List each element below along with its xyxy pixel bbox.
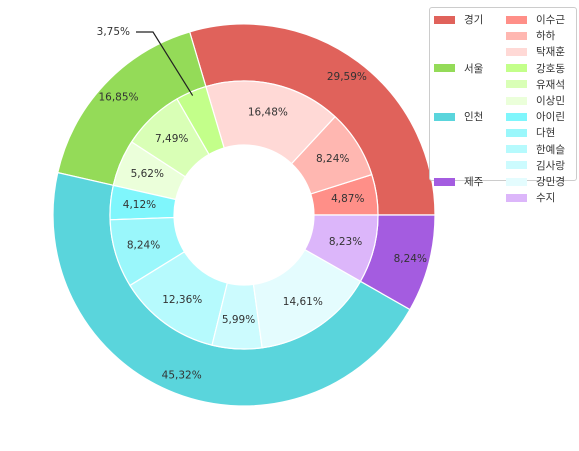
legend-inner-9: 한예슬	[506, 141, 565, 158]
legend-outer-4-swatch	[434, 177, 455, 186]
legend-inner-2-text: 하하	[536, 30, 556, 43]
legend-outer-4: 제주	[434, 173, 483, 190]
callout-line	[136, 31, 194, 96]
legend-inner-8-text: 다현	[536, 127, 556, 140]
legend-inner-5-text: 유재석	[536, 78, 565, 91]
outer-label-2: 16,85%	[98, 91, 138, 103]
inner-label-3: 16,48%	[248, 107, 288, 119]
inner-label-1: 4,87%	[331, 193, 364, 205]
percent-labels: 29,59% 16,85% 45,32% 8,24% 4,87% 8,24% 16,48% 7…	[97, 26, 427, 381]
legend-inner-8: 다현	[506, 124, 555, 141]
legend-inner-12: 수지	[506, 189, 555, 206]
legend-inner-11-text: 강민경	[536, 176, 565, 188]
legend-inner-3-swatch	[506, 47, 527, 56]
outer-label-4: 8,24%	[394, 253, 427, 265]
legend-inner-9-text: 한예슬	[536, 143, 565, 156]
legend-inner-1: 이수근	[506, 11, 565, 28]
inner-label-10: 5,99%	[222, 314, 255, 326]
inner-label-5: 7,49%	[155, 133, 188, 145]
inner-label-12: 8,23%	[329, 236, 362, 248]
legend-inner-5-swatch	[506, 80, 527, 89]
legend-outer-2: 서울	[434, 60, 483, 77]
legend-inner-2-swatch	[506, 31, 527, 40]
legend-inner-8-swatch	[506, 128, 527, 137]
legend-outer-4-text: 제주	[464, 176, 484, 188]
legend-inner-6-swatch	[506, 96, 527, 105]
legend-inner-11: 강민경	[506, 173, 565, 190]
legend-inner-3-text: 탁재훈	[536, 46, 565, 59]
legend-inner-7: 아이린	[506, 108, 565, 125]
outer-label-1: 29,59%	[327, 71, 367, 83]
legend-inner-10-swatch	[506, 161, 527, 170]
legend-outer-2-text: 서울	[464, 62, 484, 75]
legend-inner-10-text: 김사랑	[536, 159, 565, 172]
legend-inner-7-swatch	[506, 112, 527, 121]
inner-label-7: 4,12%	[123, 199, 156, 211]
inner-label-6: 5,62%	[131, 168, 164, 180]
legend-outer-3: 인천	[434, 108, 483, 125]
legend-outer-2-swatch	[434, 64, 455, 73]
legend-inner-12-swatch	[506, 193, 527, 202]
outer-label-3: 45,32%	[162, 369, 202, 381]
inner-label-2: 8,24%	[316, 153, 349, 165]
legend-inner-1-swatch	[506, 15, 527, 24]
legend-outer-3-text: 인천	[464, 111, 484, 124]
legend-inner-12-text: 수지	[536, 192, 556, 205]
legend-inner-11-swatch	[506, 177, 527, 186]
inner-label-11: 14,61%	[283, 296, 323, 308]
legend-inner-4: 강호동	[506, 60, 565, 77]
inner-ring	[109, 80, 379, 350]
legend-inner-7-text: 아이린	[536, 111, 565, 124]
inner-label-8: 8,24%	[127, 239, 160, 251]
legend-inner-2: 하하	[506, 27, 555, 44]
inner-slice-12	[304, 214, 379, 283]
legend-inner-4-text: 강호동	[536, 62, 565, 75]
legend-inner-10: 김사랑	[506, 157, 565, 174]
legend-outer-1-swatch	[434, 15, 455, 24]
legend-outer-3-swatch	[434, 112, 455, 121]
legend-inner-3: 탁재훈	[506, 43, 565, 60]
legend-inner-4-swatch	[506, 64, 527, 73]
legend-inner-9-swatch	[506, 145, 527, 154]
inner-label-4: 3,75%	[97, 26, 130, 38]
legend-inner-5: 유재석	[506, 76, 565, 93]
legend-inner-6-text: 이상민	[536, 95, 565, 107]
legend-inner-6: 이상민	[506, 92, 565, 109]
inner-label-9: 12,36%	[162, 294, 202, 306]
legend-inner-1-text: 이수근	[536, 14, 565, 26]
legend-outer-1-text: 경기	[464, 14, 484, 26]
legend-outer-1: 경기	[434, 11, 483, 28]
